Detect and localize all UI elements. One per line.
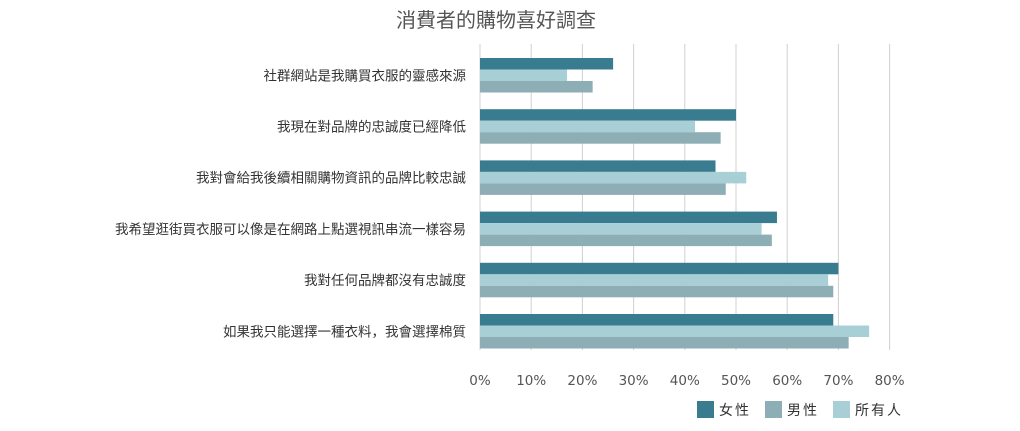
x-tick-label: 10%	[516, 373, 546, 389]
category-label: 我現在對品牌的忠誠度已經降低	[277, 118, 466, 135]
grid-layer	[479, 44, 891, 350]
legend-label: 男性	[787, 403, 819, 419]
category-label: 我對會給我後續相關購物資訊的品牌比較忠誠	[196, 170, 466, 187]
category-label: 如果我只能選擇一種衣料，我會選擇棉質	[223, 324, 466, 340]
chart-title: 消費者的購物喜好調查	[396, 8, 596, 32]
category-label: 我希望逛街買衣服可以像是在網路上點選視訊串流一樣容易	[115, 221, 466, 238]
bar	[480, 81, 593, 93]
bar	[480, 223, 762, 235]
legend-swatch	[833, 401, 850, 418]
bar	[480, 274, 829, 286]
x-tick-label: 30%	[619, 373, 649, 389]
bar	[480, 234, 772, 247]
category-labels: 社群網站是我購買衣服的靈感來源我現在對品牌的忠誠度已經降低我對會給我後續相關購物…	[115, 67, 466, 340]
legend-label: 所有人	[855, 403, 903, 419]
bar	[480, 314, 834, 326]
x-tick-label: 20%	[567, 373, 597, 389]
x-tick-label: 80%	[875, 373, 905, 389]
x-tick-labels: 0% 10% 20% 30% 40% 50% 60% 70% 80%	[469, 373, 904, 389]
bar	[480, 285, 834, 298]
x-tick-label: 70%	[823, 373, 853, 389]
x-tick-label: 0%	[469, 373, 491, 389]
bar	[480, 58, 614, 70]
bar	[480, 325, 870, 337]
bar	[480, 337, 849, 349]
bar	[480, 160, 716, 172]
bar	[480, 211, 777, 224]
legend-label: 女性	[719, 402, 751, 419]
legend-swatch	[765, 401, 782, 418]
x-tick-label: 40%	[670, 373, 700, 389]
category-label: 社群網站是我購買衣服的靈感來源	[264, 67, 467, 84]
bar	[480, 69, 568, 81]
bars-layer	[480, 58, 870, 349]
legend: 女性 男性 所有人	[697, 401, 903, 419]
legend-swatch	[697, 401, 714, 418]
x-tick-label: 60%	[772, 373, 802, 389]
bar	[480, 132, 721, 144]
bar	[480, 109, 736, 121]
bar	[480, 262, 839, 275]
bar	[480, 120, 696, 133]
bar	[480, 171, 747, 184]
category-label: 我對任何品牌都沒有忠誠度	[304, 272, 466, 289]
bar	[480, 183, 726, 195]
x-tick-label: 50%	[721, 373, 751, 389]
